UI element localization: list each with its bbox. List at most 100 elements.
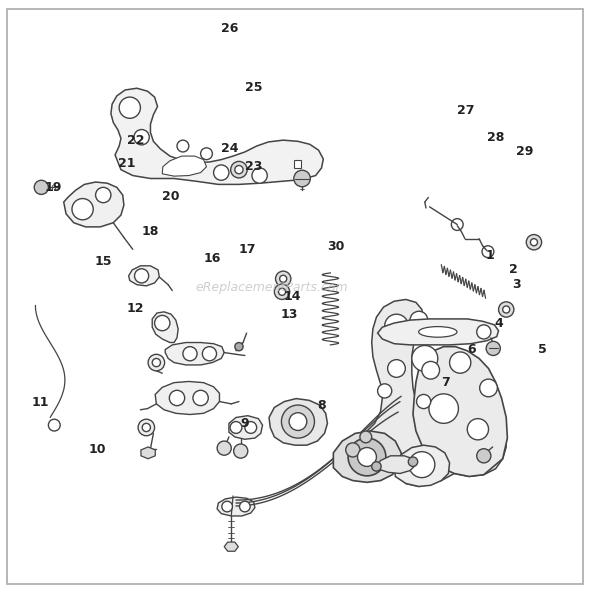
Circle shape (378, 384, 392, 398)
Text: 25: 25 (245, 81, 263, 94)
Text: 1: 1 (486, 248, 494, 262)
Circle shape (214, 165, 229, 180)
Text: 15: 15 (94, 254, 112, 267)
Text: 24: 24 (221, 142, 239, 155)
Polygon shape (378, 319, 499, 345)
Circle shape (274, 284, 290, 299)
Circle shape (358, 448, 376, 467)
Circle shape (409, 452, 435, 477)
Polygon shape (141, 447, 155, 459)
Text: 2: 2 (509, 263, 517, 276)
Circle shape (134, 129, 149, 145)
Polygon shape (64, 182, 124, 227)
Polygon shape (162, 156, 206, 176)
Circle shape (135, 269, 149, 283)
Circle shape (234, 444, 248, 458)
Circle shape (412, 346, 438, 371)
Circle shape (503, 306, 510, 313)
Circle shape (177, 140, 189, 152)
Text: 10: 10 (88, 444, 106, 457)
Ellipse shape (418, 327, 457, 337)
Text: 23: 23 (245, 160, 263, 173)
Circle shape (276, 271, 291, 286)
Polygon shape (111, 88, 323, 184)
Polygon shape (155, 381, 219, 415)
Polygon shape (129, 266, 159, 286)
Circle shape (385, 314, 408, 338)
Circle shape (235, 343, 243, 351)
Circle shape (280, 275, 287, 282)
Text: 7: 7 (441, 375, 450, 388)
Circle shape (142, 423, 150, 432)
Polygon shape (376, 456, 416, 473)
Polygon shape (333, 431, 401, 482)
Circle shape (480, 379, 497, 397)
Text: 21: 21 (118, 157, 136, 170)
Polygon shape (217, 497, 255, 516)
Text: 22: 22 (127, 133, 145, 146)
Text: 16: 16 (204, 251, 221, 264)
Circle shape (183, 347, 197, 361)
Circle shape (467, 419, 489, 440)
Circle shape (152, 358, 160, 366)
Circle shape (526, 235, 542, 250)
Text: eReplacementParts.com: eReplacementParts.com (195, 281, 348, 294)
Polygon shape (269, 398, 327, 445)
Circle shape (450, 352, 471, 373)
Circle shape (294, 170, 310, 187)
Circle shape (388, 359, 405, 377)
Circle shape (217, 441, 231, 455)
Text: 27: 27 (457, 104, 475, 117)
Circle shape (169, 390, 185, 406)
Circle shape (281, 405, 314, 438)
Circle shape (408, 457, 418, 467)
Circle shape (202, 347, 217, 361)
Circle shape (72, 199, 93, 220)
Circle shape (148, 355, 165, 371)
Circle shape (289, 413, 307, 431)
Circle shape (240, 501, 250, 512)
Polygon shape (294, 160, 301, 168)
Circle shape (34, 180, 48, 195)
Circle shape (410, 311, 428, 329)
Text: 17: 17 (239, 243, 257, 256)
Circle shape (278, 288, 286, 295)
Polygon shape (152, 312, 178, 343)
Text: 28: 28 (487, 130, 504, 144)
Circle shape (348, 438, 386, 476)
Text: 19: 19 (44, 181, 62, 194)
Text: 29: 29 (516, 145, 534, 158)
Circle shape (499, 302, 514, 317)
Text: 5: 5 (539, 343, 547, 356)
Text: 14: 14 (283, 290, 301, 303)
Polygon shape (165, 343, 224, 365)
Polygon shape (360, 299, 506, 486)
Text: 12: 12 (127, 302, 145, 315)
Text: 8: 8 (317, 399, 326, 412)
Circle shape (422, 361, 440, 379)
Polygon shape (224, 542, 238, 551)
Text: 6: 6 (468, 343, 476, 356)
Circle shape (486, 342, 500, 355)
Circle shape (477, 449, 491, 463)
Circle shape (201, 148, 212, 160)
Circle shape (96, 187, 111, 203)
Circle shape (530, 238, 537, 246)
Circle shape (417, 394, 431, 409)
Text: 26: 26 (221, 21, 239, 34)
Circle shape (222, 501, 232, 512)
Polygon shape (394, 445, 450, 486)
Circle shape (360, 431, 372, 443)
Circle shape (231, 161, 247, 178)
Text: 30: 30 (327, 240, 345, 253)
Circle shape (155, 315, 170, 331)
Circle shape (235, 165, 243, 174)
Text: 9: 9 (241, 417, 249, 430)
Circle shape (252, 168, 267, 183)
Polygon shape (413, 347, 507, 476)
Circle shape (477, 325, 491, 339)
Circle shape (346, 443, 360, 457)
Circle shape (193, 390, 208, 406)
Text: 13: 13 (280, 308, 298, 321)
Text: 4: 4 (494, 317, 503, 330)
